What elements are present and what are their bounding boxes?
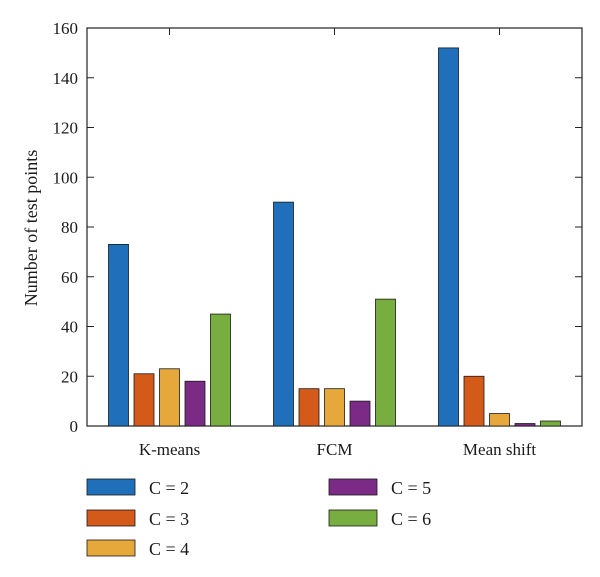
plot-area: 0 20 40 60 80 100 120 140 160 K-means FCM Mean shif… [53,19,583,459]
y-tick-label: 100 [53,168,79,187]
legend-swatch [86,509,136,527]
bar [463,375,485,427]
y-tick-label: 80 [61,218,78,237]
bar [210,313,231,427]
legend: C = 2 C = 3 C = 4 C = 5 C = 6 [86,478,431,559]
legend-swatch [328,509,378,527]
x-tick-label: Mean shift [463,440,536,459]
y-tick-label: 60 [61,268,78,287]
axes-box [86,27,583,427]
bar [273,201,294,427]
legend-label: C = 6 [391,509,431,529]
legend-swatch [86,478,136,496]
y-axis-title: Number of test points [21,150,41,306]
bar [133,373,155,427]
bar [438,47,459,427]
y-tick-label: 140 [53,69,79,88]
legend-swatch [86,539,136,557]
bar [349,400,371,427]
legend-label: C = 2 [149,478,189,498]
bar [514,423,536,427]
bar [489,413,510,427]
bar [108,244,129,427]
x-tick-label: K-means [139,440,200,459]
legend-label: C = 3 [149,509,189,529]
bar [540,420,561,427]
bar [298,388,320,427]
bar [184,380,206,427]
legend-label: C = 5 [391,478,431,498]
y-tick-label: 40 [61,318,78,337]
y-tick-label: 120 [53,119,79,138]
legend-label: C = 4 [149,539,189,559]
bar [324,388,345,427]
y-tick-label: 160 [53,19,79,38]
legend-swatch [328,478,378,496]
bar [159,368,180,427]
y-tick-label: 0 [70,417,79,436]
bar [375,298,396,427]
y-tick-label: 20 [61,367,78,386]
x-tick-label: FCM [317,440,353,459]
